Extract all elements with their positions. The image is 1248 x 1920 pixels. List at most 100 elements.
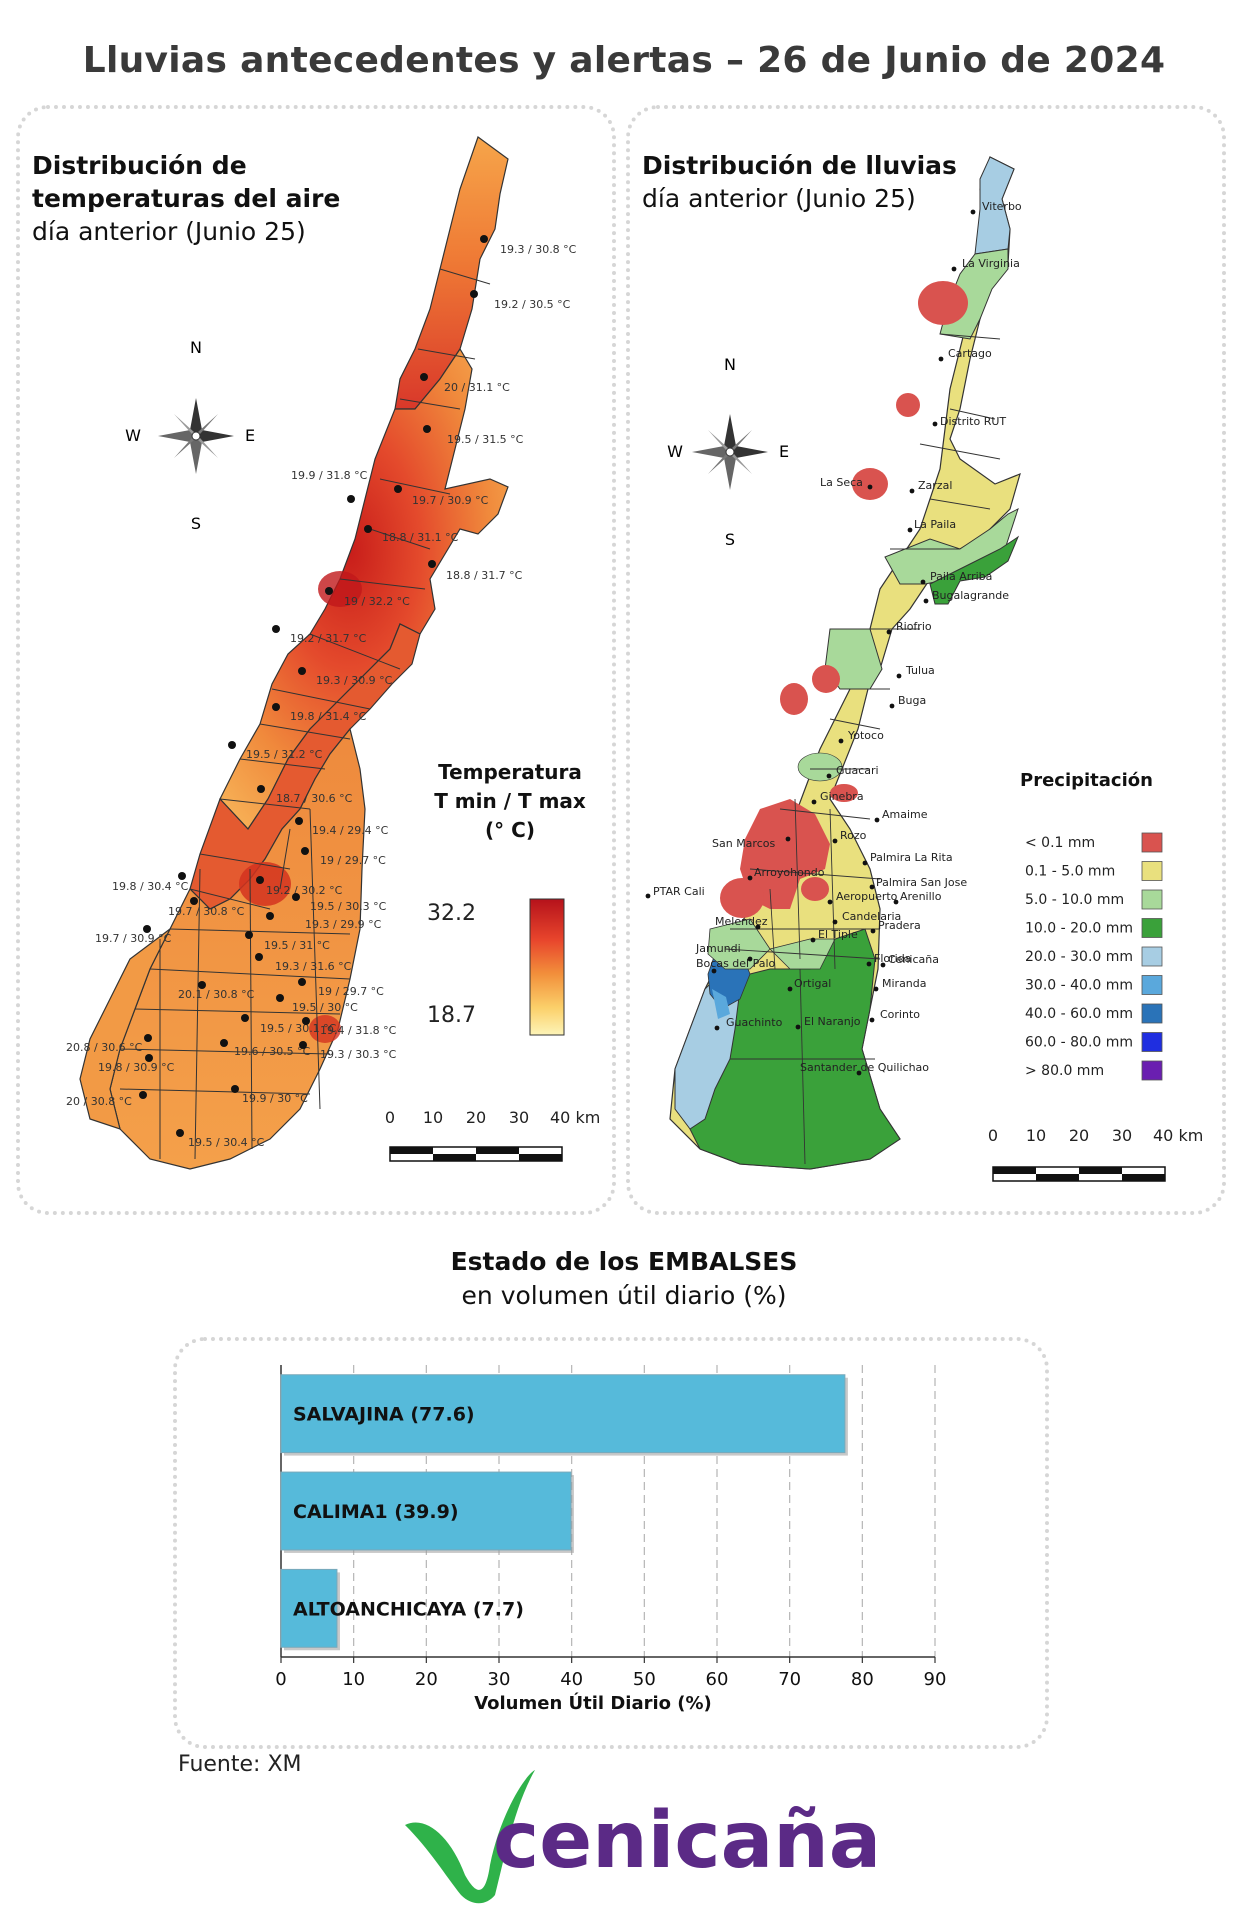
- town-dot: [714, 1025, 720, 1031]
- town-dot: [870, 928, 876, 934]
- station-dot: [257, 785, 265, 793]
- station-dot: [176, 1129, 184, 1137]
- x-tick-label: 30: [488, 1669, 511, 1690]
- rainfall-region: [669, 156, 1021, 1170]
- town-label: Santander de Quilichao: [800, 1061, 929, 1074]
- station-dot: [301, 847, 309, 855]
- station-dot: [220, 1039, 228, 1047]
- town-dot: [873, 986, 879, 992]
- town-dot: [645, 893, 651, 899]
- town-dot: [866, 961, 872, 967]
- reservoirs-subtitle: en volumen útil diario (%): [461, 1281, 787, 1310]
- town-label: PTAR Cali: [653, 885, 705, 898]
- compass-rose-icon: [692, 414, 768, 490]
- town-dot: [869, 884, 875, 890]
- town-dot: [755, 924, 761, 930]
- station-dot: [190, 897, 198, 905]
- temperature-legend-max: 32.2: [427, 901, 476, 926]
- station-dot: [255, 953, 263, 961]
- scale-bar-segment: [1122, 1174, 1165, 1181]
- scale-label: 0: [988, 1126, 998, 1145]
- legend-label: > 80.0 mm: [1025, 1063, 1104, 1079]
- legend-swatch: [1141, 861, 1163, 881]
- legend-swatch: [1141, 946, 1163, 967]
- town-dot: [893, 899, 899, 905]
- compass-w-label: W: [125, 426, 141, 445]
- town-dot: [785, 836, 791, 842]
- station-dot: [470, 290, 478, 298]
- town-dot: [938, 356, 944, 362]
- station-label: 19 / 32.2 °C: [344, 595, 410, 608]
- station-label: 19.4 / 29.4 °C: [312, 824, 389, 837]
- bar-label: SALVAJINA (77.6): [293, 1404, 475, 1426]
- x-tick-label: 70: [778, 1669, 801, 1690]
- rainfall-title: Distribución de lluvias: [642, 151, 957, 180]
- legend-swatch: [1141, 1060, 1163, 1081]
- town-dot: [862, 860, 868, 866]
- station-dot: [145, 1054, 153, 1062]
- station-dot: [144, 1034, 152, 1042]
- station-label: 19.2 / 31.7 °C: [290, 632, 367, 645]
- town-label: Melendez: [715, 915, 768, 928]
- station-label: 19.7 / 30.9 °C: [412, 494, 489, 507]
- legend-swatch: [1141, 918, 1163, 938]
- town-label: Corinto: [880, 1008, 920, 1021]
- station-label: 18.8 / 31.7 °C: [446, 569, 523, 582]
- station-label: 19.5 / 30.3 °C: [310, 900, 387, 913]
- town-dot: [886, 629, 892, 635]
- rainfall-legend-title: Precipitación: [1020, 770, 1153, 791]
- town-label: Rozo: [840, 829, 867, 842]
- station-label: 20 / 31.1 °C: [444, 381, 510, 394]
- x-tick-label: 40: [560, 1669, 583, 1690]
- logo-text: cenicaña: [493, 1796, 875, 1886]
- town-dot: [923, 598, 929, 604]
- rainfall-map: N S E W Viterbo La Virginia Cartago Distrit…: [645, 156, 1203, 1182]
- town-label: Paila Arriba: [930, 570, 992, 583]
- scale-label: 0: [385, 1108, 395, 1127]
- scale-label: 10: [1026, 1126, 1046, 1145]
- legend-label: 10.0 - 20.0 mm: [1025, 921, 1133, 937]
- legend-swatch: [1141, 832, 1163, 853]
- station-label: 19.7 / 30.9 °C: [95, 932, 172, 945]
- x-tick-label: 60: [706, 1669, 729, 1690]
- x-tick-label: 0: [275, 1669, 286, 1690]
- town-label: Bocas del Palo: [696, 957, 776, 970]
- scale-label: 20: [1069, 1126, 1089, 1145]
- town-label: Distrito RUT: [940, 415, 1006, 428]
- temperature-scale-bar: 0 10 20 30 40 km: [385, 1108, 600, 1162]
- legend-label: 0.1 - 5.0 mm: [1025, 864, 1115, 880]
- town-label: Ginebra: [820, 790, 864, 803]
- reservoirs-panel: [173, 1337, 1049, 1749]
- town-dot: [747, 956, 753, 962]
- station-dot: [276, 994, 284, 1002]
- town-dot: [970, 209, 976, 215]
- bar-label: ALTOANCHICAYA (7.7): [293, 1598, 524, 1620]
- station-label: 19.8 / 30.9 °C: [98, 1061, 175, 1074]
- legend-swatch: [1141, 1032, 1163, 1052]
- station-label: 19.5 / 30.1 °C: [260, 1022, 337, 1035]
- station-label: 19.2 / 30.2 °C: [266, 884, 343, 897]
- town-dot: [889, 703, 895, 709]
- town-label: Jamundi: [695, 942, 741, 955]
- station-dot: [256, 876, 264, 884]
- x-tick-label: 20: [415, 1669, 438, 1690]
- station-dot: [143, 925, 151, 933]
- town-label: Cartago: [948, 347, 992, 360]
- station-label: 19.5 / 31.5 °C: [447, 433, 524, 446]
- legend-label: 5.0 - 10.0 mm: [1025, 892, 1124, 908]
- page-title: Lluvias antecedentes y alertas – 26 de J…: [82, 40, 1166, 81]
- scale-bar-segment: [433, 1154, 476, 1161]
- town-label: Palmira La Rita: [870, 851, 953, 864]
- town-label: Arroyohondo: [754, 866, 825, 879]
- legend-label: 40.0 - 60.0 mm: [1025, 1006, 1133, 1022]
- town-dot: [838, 738, 844, 744]
- station-dot: [231, 1085, 239, 1093]
- reservoirs-bar-chart: 0 10 20 30 40 50 60 70 80 90 SALVAJINA (77.6) CALIM…: [275, 1365, 946, 1714]
- town-label: Guachinto: [726, 1016, 783, 1029]
- compass-n-label: N: [724, 355, 736, 374]
- station-dot: [292, 893, 300, 901]
- scale-label: 40 km: [1153, 1126, 1203, 1145]
- town-dot: [932, 421, 938, 427]
- station-dot: [139, 1091, 147, 1099]
- station-dot: [394, 485, 402, 493]
